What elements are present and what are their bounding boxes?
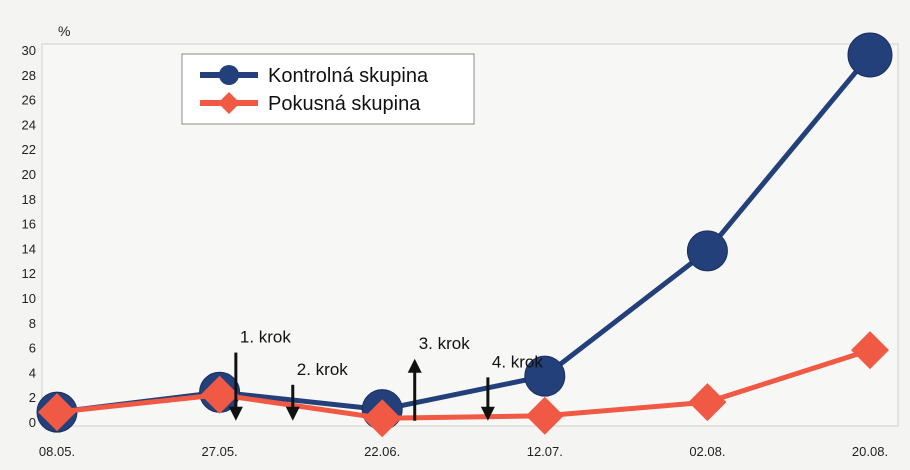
x-tick-label: 22.06.: [364, 444, 400, 459]
x-tick-label: 08.05.: [39, 444, 75, 459]
legend: Kontrolná skupina Pokusná skupina: [181, 53, 475, 125]
y-tick-label: 4: [29, 365, 36, 380]
legend-diamond-marker: [218, 92, 240, 114]
annotation-label: 4. krok: [492, 352, 544, 371]
y-tick-label: 24: [22, 117, 36, 132]
legend-label: Pokusná skupina: [268, 93, 421, 115]
y-tick-label: 8: [29, 316, 36, 331]
point-marker: [686, 230, 728, 272]
series-line-1: [56, 347, 871, 421]
series-layer: [36, 32, 893, 438]
x-tick-label: 12.07.: [527, 444, 563, 459]
point-marker: [688, 383, 727, 422]
y-tick-label: 16: [22, 217, 36, 232]
annotation-label: 3. krok: [419, 334, 471, 353]
y-tick-label: 26: [22, 93, 36, 108]
point-marker: [363, 399, 402, 438]
point-marker: [38, 393, 76, 432]
y-tick-label: 2: [29, 390, 36, 405]
arrow-down-icon: [285, 406, 300, 421]
y-tick-label: 22: [22, 142, 36, 157]
x-tick-label: 02.08.: [689, 444, 725, 459]
x-axis: 08.05. 27.05. 22.06. 12.07. 02.08. 20.08.: [39, 444, 888, 459]
point-marker: [851, 331, 889, 370]
annotation-layer: 1. krok 2. krok 3. krok 4. krok: [228, 328, 544, 421]
y-tick-label: 28: [22, 68, 36, 83]
legend-circle-marker: [219, 65, 239, 85]
point-marker: [847, 32, 893, 78]
annotation-label: 1. krok: [240, 328, 292, 347]
y-tick-label: 14: [22, 241, 36, 256]
point-marker: [200, 375, 239, 414]
y-tick-label: 20: [22, 167, 36, 182]
x-tick-label: 27.05.: [202, 444, 238, 459]
annotation-label: 2. krok: [297, 360, 349, 379]
legend-items: Kontrolná skupina Pokusná skupina: [200, 65, 429, 115]
y-tick-label: 0: [29, 415, 36, 430]
arrow-down-icon: [228, 406, 243, 421]
y-tick-label: 30: [22, 43, 36, 58]
y-unit-label: %: [58, 23, 70, 39]
y-tick-label: 10: [22, 291, 36, 306]
arrow-down-icon: [480, 406, 495, 421]
point-marker: [525, 396, 564, 435]
arrow-up-icon: [407, 358, 422, 373]
x-tick-label: 20.08.: [852, 444, 888, 459]
y-tick-label: 18: [22, 192, 36, 207]
point-marker: [524, 355, 566, 397]
y-tick-label: 6: [29, 341, 36, 356]
legend-label: Kontrolná skupina: [268, 65, 429, 87]
y-tick-label: 12: [22, 266, 36, 281]
